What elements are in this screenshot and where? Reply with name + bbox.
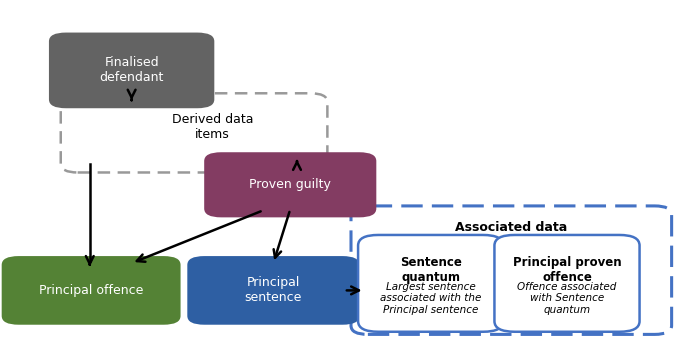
Text: Derived data
items: Derived data items [172,113,253,141]
FancyBboxPatch shape [49,33,215,108]
Text: Associated data: Associated data [455,221,568,234]
Text: Offence associated
with Sentence
quantum: Offence associated with Sentence quantum [517,282,617,315]
Text: Principal
sentence: Principal sentence [244,276,302,304]
FancyBboxPatch shape [188,256,359,325]
Text: Proven guilty: Proven guilty [249,178,331,191]
FancyBboxPatch shape [204,152,377,218]
Text: Principal offence: Principal offence [39,284,143,297]
FancyBboxPatch shape [2,256,180,325]
FancyBboxPatch shape [61,93,327,172]
FancyBboxPatch shape [351,206,672,334]
FancyBboxPatch shape [358,235,503,332]
Text: Largest sentence
associated with the
Principal sentence: Largest sentence associated with the Pri… [380,282,481,315]
FancyBboxPatch shape [494,235,639,332]
Text: Sentence
quantum: Sentence quantum [400,256,462,284]
Text: Principal proven
offence: Principal proven offence [513,256,621,284]
Text: Finalised
defendant: Finalised defendant [99,56,164,84]
